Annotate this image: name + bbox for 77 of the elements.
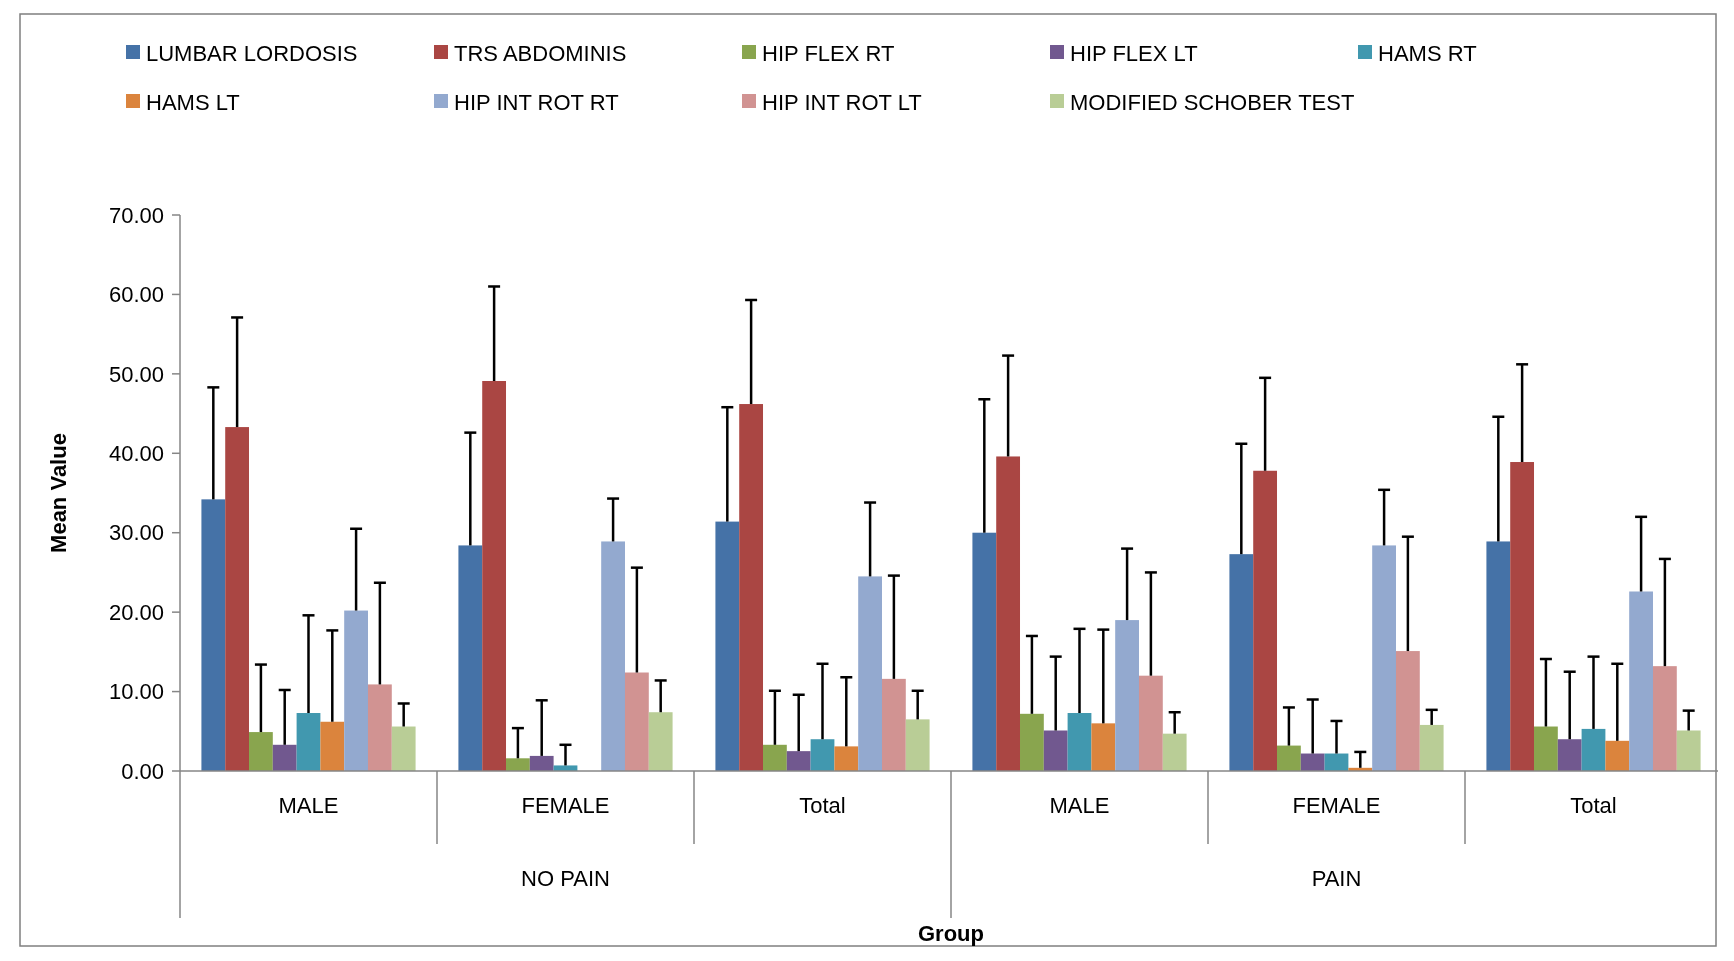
bar [1486, 541, 1511, 771]
bar [601, 541, 625, 771]
y-tick-label: 10.00 [108, 679, 164, 705]
bar [1372, 545, 1396, 771]
bar [905, 719, 930, 771]
y-axis-title: Mean Value [46, 433, 71, 553]
legend-label: HIP INT ROT LT [762, 89, 922, 115]
y-tick-label: 50.00 [108, 361, 164, 387]
bar [1629, 591, 1653, 771]
y-tick-label: 0.00 [121, 758, 164, 784]
bar [506, 758, 530, 771]
bar [344, 610, 368, 771]
bar [1419, 724, 1444, 771]
bar [715, 521, 740, 771]
text: PAIN [1311, 866, 1362, 891]
bar [482, 381, 507, 771]
bar [972, 532, 997, 771]
bar [1229, 554, 1254, 771]
y-tick-label: 30.00 [108, 520, 164, 546]
bar [786, 751, 811, 771]
bar [529, 755, 554, 771]
legend-label: MODIFIED SCHOBER TEST [1070, 89, 1355, 115]
bar [391, 726, 416, 771]
bar [1510, 462, 1535, 771]
y-tick-label: 20.00 [108, 599, 164, 625]
x-tick-label: Total [799, 793, 846, 818]
bar [1605, 740, 1630, 771]
bar [249, 732, 273, 771]
bar [1277, 745, 1301, 771]
legend-label: TRS ABDOMINIS [454, 40, 627, 66]
bar [1676, 730, 1701, 771]
x-axis-title: Group [918, 921, 984, 946]
bar [739, 404, 764, 771]
x-tick-label: MALE [1049, 793, 1110, 818]
bar [1652, 666, 1677, 771]
legend-label: HAMS RT [1378, 40, 1477, 66]
bar [458, 545, 483, 771]
x-tick-label: FEMALE [521, 793, 610, 818]
bar [648, 712, 673, 771]
bar [367, 684, 392, 771]
y-tick-label: 60.00 [108, 282, 164, 308]
bar [1020, 713, 1044, 771]
bar [858, 576, 882, 771]
x-tick-label: MALE [278, 793, 339, 818]
bar [1557, 739, 1582, 771]
bar [320, 721, 345, 771]
legend-label: HAMS LT [146, 89, 240, 115]
legend-label: HIP FLEX RT [762, 40, 895, 66]
bar [1115, 620, 1139, 771]
bar [1067, 713, 1092, 771]
x-tick-label: FEMALE [1292, 793, 1381, 818]
y-tick-label: 40.00 [108, 440, 164, 466]
bar [1091, 723, 1116, 771]
y-tick-label: 70.00 [108, 202, 164, 228]
bar [834, 746, 859, 771]
bar [996, 456, 1021, 771]
bar [881, 678, 906, 771]
bar [1162, 733, 1187, 771]
bar [624, 672, 649, 771]
bar [1138, 675, 1163, 771]
bar [1395, 651, 1420, 771]
bar [1300, 753, 1325, 771]
bar [763, 744, 787, 771]
legend-label: LUMBAR LORDOSIS [146, 40, 358, 66]
legend-label: HIP FLEX LT [1070, 40, 1198, 66]
bar [225, 427, 250, 771]
bar [272, 744, 297, 771]
bar [201, 499, 226, 771]
bar [296, 713, 321, 771]
bar [1581, 728, 1606, 771]
bar [1253, 470, 1278, 771]
text: NO PAIN [521, 866, 610, 891]
x-tick-label: Total [1570, 793, 1617, 818]
bar [1534, 726, 1558, 771]
legend-label: HIP INT ROT RT [454, 89, 619, 115]
bar [1043, 730, 1068, 771]
bar [810, 739, 835, 771]
